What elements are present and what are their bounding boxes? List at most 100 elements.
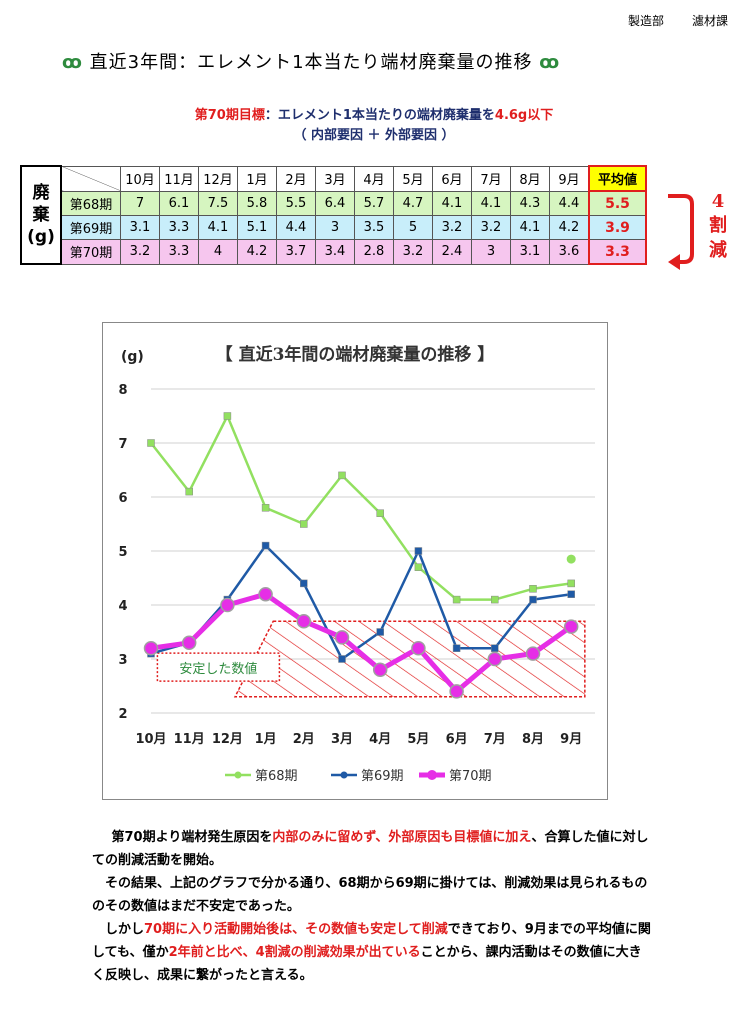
data-point — [525, 646, 541, 661]
y-tick-label: 4 — [118, 599, 127, 614]
table-row-label: 第69期 — [60, 215, 121, 240]
table-cell: 5 — [393, 215, 433, 240]
data-point — [261, 504, 270, 512]
reduction-arrow-line — [668, 194, 694, 264]
table-month-header: 3月 — [315, 165, 355, 192]
table-cell: 3.6 — [549, 239, 590, 265]
legend-marker — [427, 770, 437, 780]
table-cell: 4 — [198, 239, 238, 265]
y-tick-label: 7 — [118, 437, 127, 452]
table-row: 第70期 3.2 3.3 4 4.2 3.7 3.4 2.8 3.2 2.4 3 3.1 3.6 3.3 — [21, 239, 647, 265]
table-cell: 3.3 — [159, 239, 199, 265]
table-average-cell: 5.5 — [588, 190, 647, 216]
table-cell: 4.4 — [549, 190, 590, 216]
data-point — [563, 619, 579, 634]
table-cell: 3.4 — [315, 239, 355, 265]
x-tick-label: 10月 — [135, 732, 166, 747]
table-row-label: 第70期 — [60, 239, 121, 265]
data-point — [376, 509, 384, 517]
stable-band-label: 安定した数値 — [179, 661, 257, 677]
table-cell: 4.1 — [510, 215, 550, 240]
stub-label-line: (g) — [27, 227, 55, 248]
y-tick-label: 8 — [118, 383, 127, 398]
x-tick-label: 4月 — [369, 732, 391, 747]
y-tick-label: 5 — [118, 545, 127, 560]
table-average-header: 平均値 — [588, 165, 647, 192]
x-tick-label: 7月 — [484, 732, 506, 747]
table-cell: 3 — [315, 215, 355, 240]
goal-subtext: （ 内部要因 ＋ 外部要因 ） — [293, 128, 455, 143]
summary-text-run: ことから、課内活動はその数値に大きく反映し、成果に繋がったと言える。 — [92, 945, 642, 983]
goal-target: 4.6g以下 — [494, 108, 554, 123]
summary-paragraph: その結果、上記のグラフで分かる通り、68期から69期に掛けては、削減効果は見られ… — [92, 876, 648, 914]
table-cell: 3.5 — [354, 215, 394, 240]
data-point — [261, 541, 270, 550]
reduction-label-char: 割 — [709, 215, 727, 237]
data-point — [147, 439, 155, 447]
ornament-right-icon: ꝏ — [539, 52, 561, 73]
data-point — [296, 613, 312, 629]
table-cell: 5.1 — [237, 215, 277, 240]
data-point — [491, 595, 499, 604]
table-cell: 6.1 — [159, 190, 199, 216]
x-tick-label: 8月 — [522, 732, 544, 747]
summary-text-run: しかし — [105, 922, 145, 937]
summary-text: 第70期より端材発生原因を内部のみに留めず、外部原因も目標値に加え、合算した値に… — [92, 826, 652, 987]
data-point — [491, 644, 499, 652]
data-point — [414, 547, 423, 555]
x-tick-label: 3月 — [331, 732, 353, 747]
table-cell: 3 — [471, 239, 511, 265]
table-average-cell: 3.9 — [588, 215, 647, 240]
goal-statement: 第70期目標：エレメント1本当たりの端材廃棄量を4.6g以下 — [0, 104, 748, 123]
x-tick-label: 6月 — [446, 732, 468, 747]
table-row: 第69期 3.1 3.3 4.1 5.1 4.4 3 3.5 5 3.2 3.2 4.1 4.2 3.9 — [21, 215, 647, 240]
data-point — [529, 595, 537, 604]
table-cell: 4.4 — [276, 215, 316, 240]
page-title-text: 直近3年間：エレメント1本当たり端材廃棄量の推移 — [89, 52, 533, 73]
table-month-header: 6月 — [432, 165, 472, 192]
reduction-label-char: 4 — [711, 191, 725, 212]
stub-label-line: 棄 — [32, 204, 50, 225]
data-point — [529, 585, 537, 593]
table-cell: 3.2 — [471, 215, 511, 240]
data-point — [452, 595, 461, 604]
table-month-header: 2月 — [276, 165, 316, 192]
table-cell: 4.7 — [393, 190, 433, 216]
data-point — [185, 487, 193, 496]
table-cell: 4.3 — [510, 190, 550, 216]
legend-label: 第68期 — [255, 769, 298, 784]
reduction-arrow-head — [668, 254, 680, 270]
table-cell: 5.5 — [276, 190, 316, 216]
table-header-row: 廃棄 (g) 10月 11月 12月 1月 2月 3月 4月 5月 6月 7月 8月 9月 平均値 — [20, 165, 647, 265]
data-point — [223, 412, 232, 420]
table-row: 第68期 7 6.1 7.5 5.8 5.5 6.4 5.7 4.7 4.1 4.1 4.3 4.4 5.… — [21, 190, 647, 216]
page-title: ꝏ 直近3年間：エレメント1本当たり端材廃棄量の推移 ꝏ — [62, 48, 560, 74]
data-point — [372, 662, 388, 678]
x-tick-label: 5月 — [407, 732, 429, 747]
table-stub-label: 廃棄 (g) — [20, 165, 62, 265]
y-tick-label: 6 — [118, 491, 127, 506]
table-cell: 7.5 — [198, 190, 238, 216]
table-month-header: 9月 — [549, 165, 590, 192]
summary-highlight: 内部のみに留めず、外部原因も目標値に加え — [272, 830, 532, 845]
table-month-header: 1月 — [237, 165, 277, 192]
table-cell: 3.3 — [159, 215, 199, 240]
series-line — [150, 414, 572, 601]
data-point — [338, 655, 346, 663]
data-point — [411, 640, 426, 656]
data-point — [567, 579, 575, 588]
goal-text: エレメント1本当たりの端材廃棄量を — [277, 108, 495, 123]
table-cell: 3.1 — [120, 215, 160, 240]
data-point — [376, 628, 384, 636]
stable-band-label-box — [156, 652, 281, 682]
section-label: 濾材課 — [692, 14, 729, 28]
table-cell: 4.1 — [471, 190, 511, 216]
y-tick-label: 2 — [118, 707, 127, 722]
table-cell: 4.2 — [549, 215, 590, 240]
data-point — [300, 579, 308, 588]
summary-highlight: 2年前と比べ、4割減の削減効果が出ている — [168, 945, 421, 960]
table-cell: 3.2 — [393, 239, 433, 265]
line-chart: 【 直近3年間の端材廃棄量の推移 】 (g) 2 3 4 5 6 7 8 安定した数値 10月 11月… — [102, 322, 608, 800]
data-point — [220, 597, 235, 613]
summary-paragraph: 第70期より端材発生原因を内部のみに留めず、外部原因も目標値に加え、合算した値に… — [92, 826, 652, 872]
